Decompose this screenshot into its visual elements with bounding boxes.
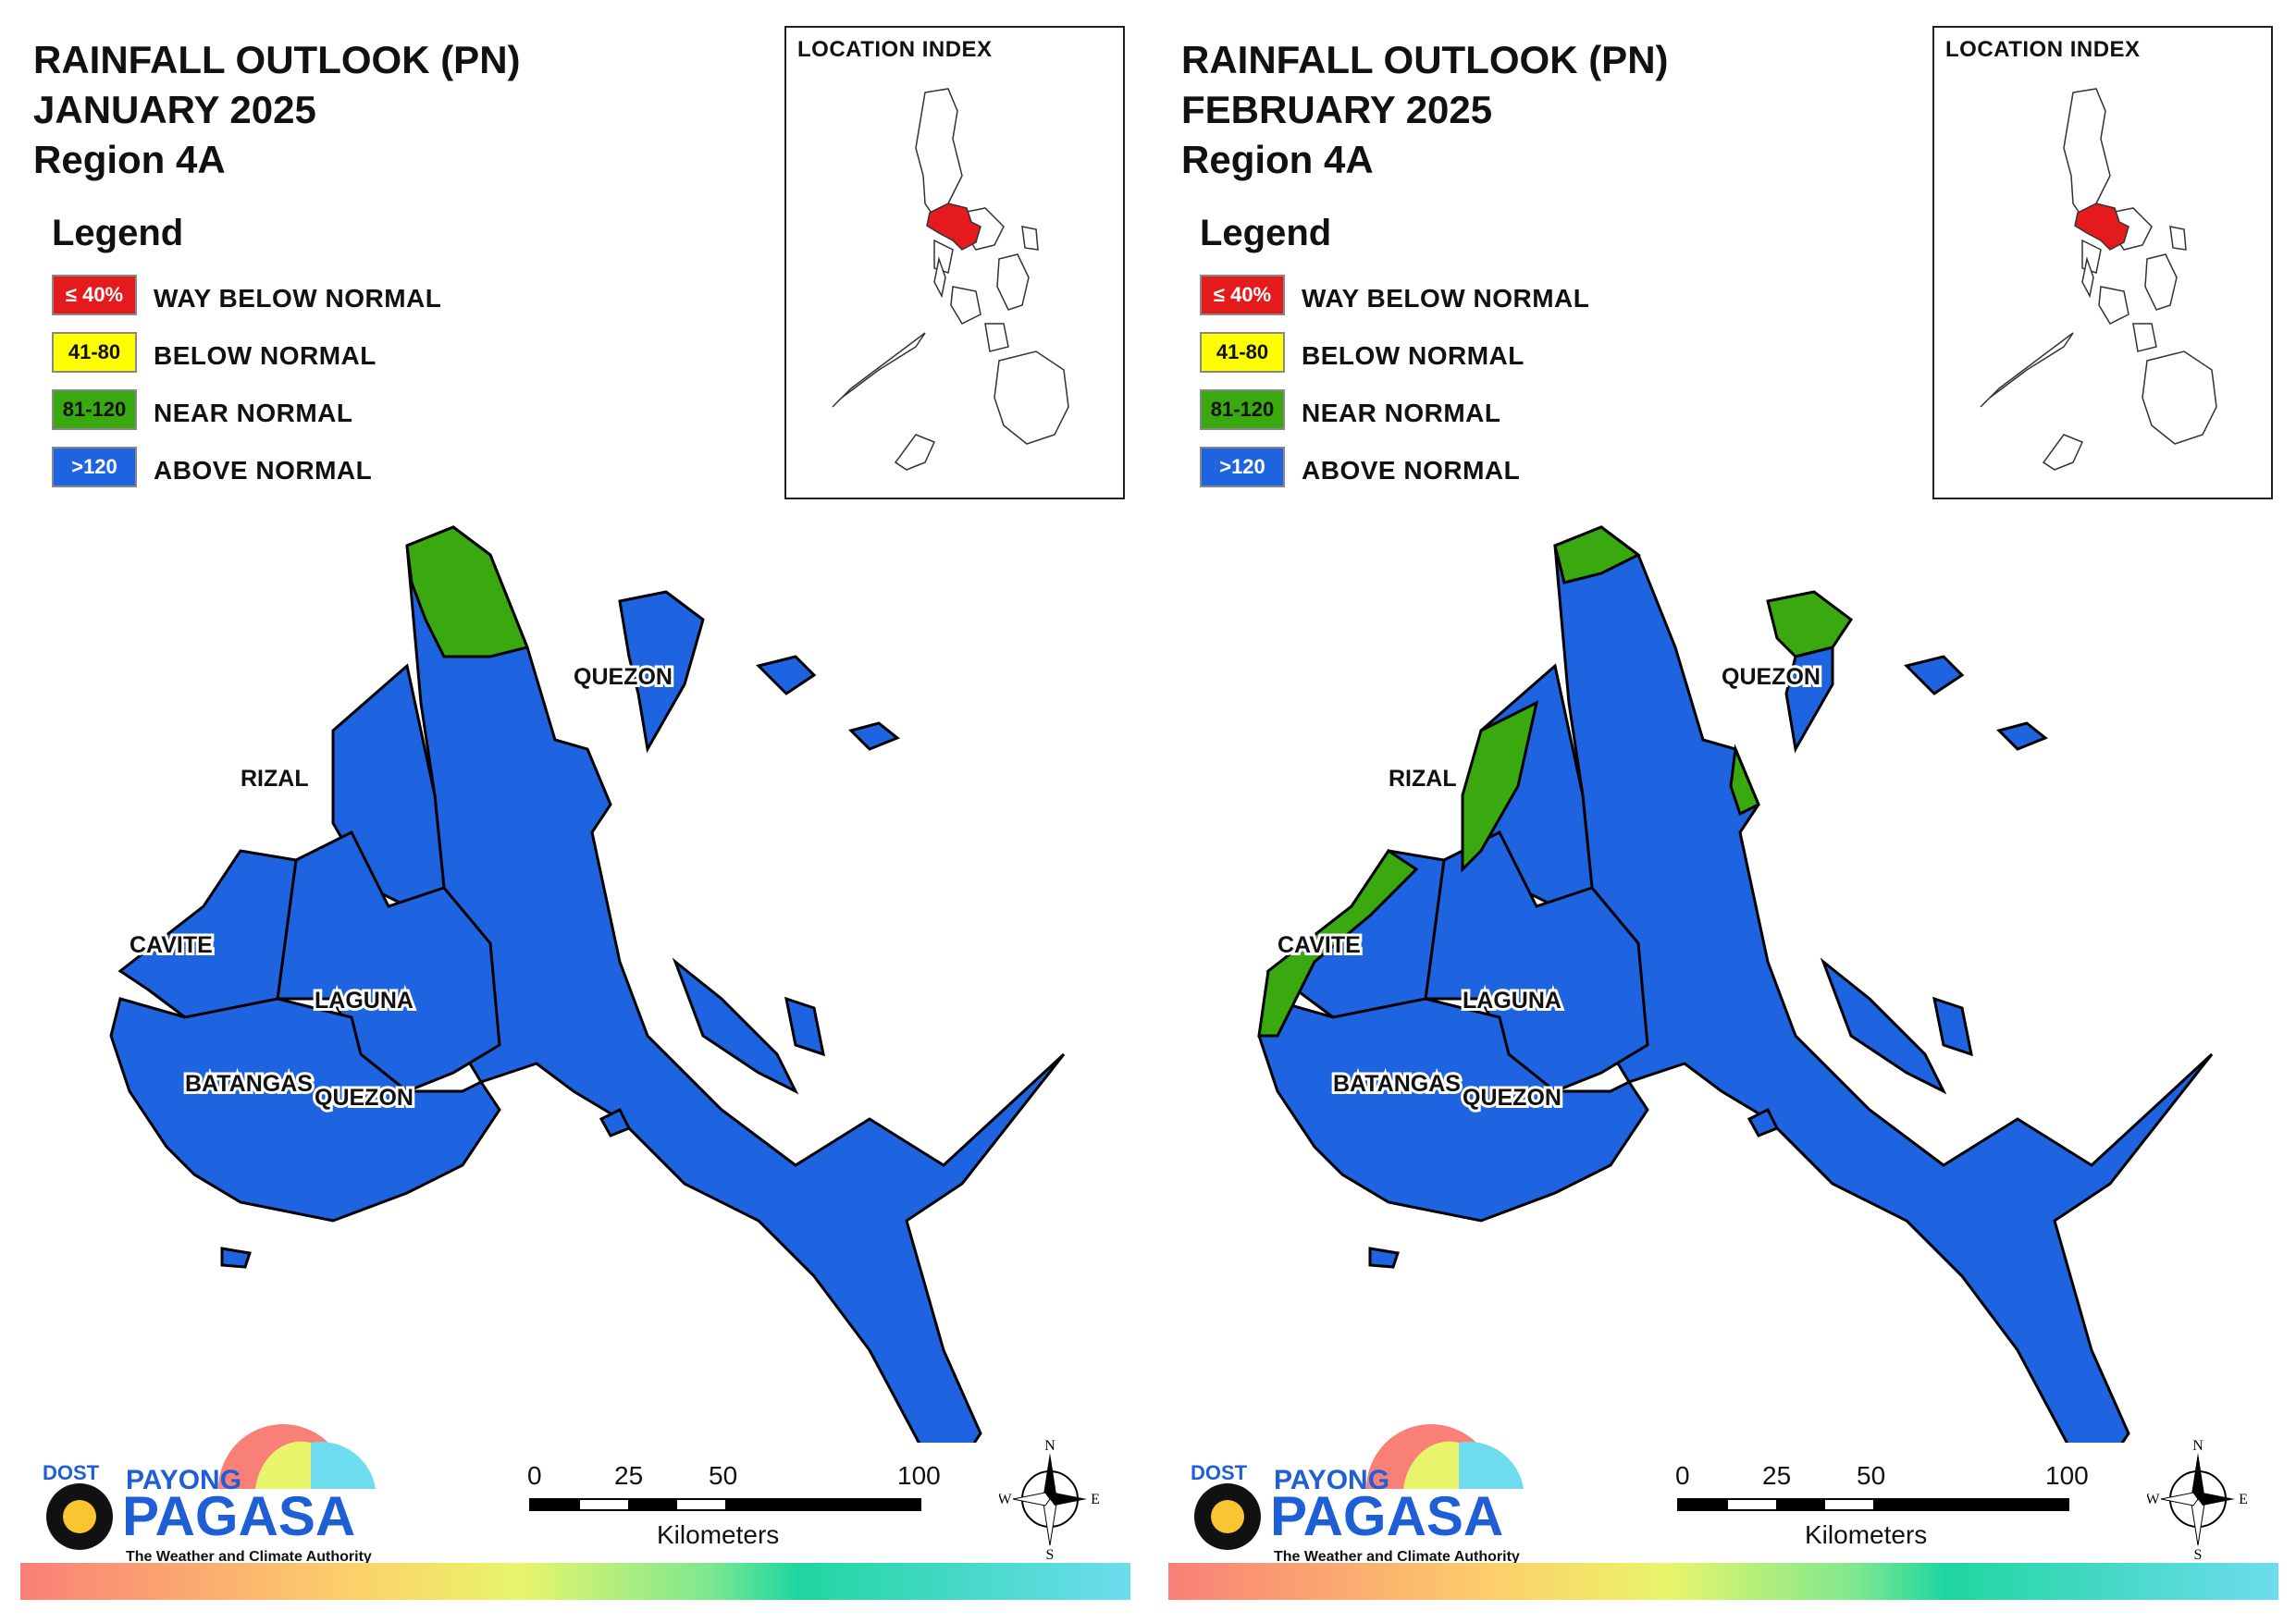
legend: Legend ≤ 40% WAY BELOW NORMAL 41-80 BELO…: [52, 213, 441, 504]
scale-tick: 50: [709, 1461, 738, 1490]
payong-pagasa-logo: DOST PAYONG PAGASA The Weather and Clima…: [1191, 1424, 1524, 1565]
map-panel-january: RAINFALL OUTLOOK (PN) JANUARY 2025 Regio…: [20, 26, 1130, 1600]
scale-bar-graphic: [529, 1498, 921, 1511]
logo-dost-text: DOST: [43, 1461, 100, 1484]
legend-item-below: 41-80 BELOW NORMAL: [1200, 332, 1524, 389]
logo-payong-text: PAYONG: [1274, 1465, 1389, 1495]
map-title: RAINFALL OUTLOOK (PN) JANUARY 2025 Regio…: [33, 35, 521, 185]
legend: Legend ≤ 40% WAY BELOW NORMAL 41-80 BELO…: [1200, 213, 1589, 504]
province-label-quezon-north: QUEZON: [1722, 664, 1821, 690]
legend-heading: Legend: [52, 213, 184, 253]
province-label-quezon: QUEZON: [1463, 1085, 1562, 1111]
payong-pagasa-logo: DOST PAYONG PAGASA The Weather and Clima…: [43, 1424, 376, 1565]
compass-w: W: [2147, 1492, 2160, 1507]
near-normal-zone: [1257, 525, 1854, 1038]
legend-swatch: >120: [1200, 447, 1285, 487]
province-label-cavite: CAVITE: [130, 932, 213, 958]
legend-item-near: 81-120 NEAR NORMAL: [1200, 389, 1500, 447]
scale-tick: 0: [1675, 1461, 1690, 1490]
region-4a-map: RIZAL CAVITE LAGUNA BATANGAS QUEZON QUEZ…: [1257, 525, 2214, 1443]
legend-item-way-below: ≤ 40% WAY BELOW NORMAL: [52, 275, 441, 332]
logo-tagline: The Weather and Climate Authority: [126, 1549, 372, 1565]
legend-item-above: >120 ABOVE NORMAL: [1200, 447, 1520, 504]
map-panel-february: RAINFALL OUTLOOK (PN) FEBRUARY 2025 Regi…: [1148, 0, 2296, 1623]
legend-swatch: ≤ 40%: [52, 275, 137, 315]
near-normal-zone: [405, 525, 530, 658]
logo-dost-text: DOST: [1191, 1461, 1248, 1484]
legend-label: ABOVE NORMAL: [154, 456, 373, 485]
scale-tick: 100: [2045, 1461, 2089, 1490]
compass-s: S: [2194, 1547, 2203, 1559]
legend-item-above: >120 ABOVE NORMAL: [52, 447, 372, 504]
philippines-outline-map: [832, 88, 1069, 471]
title-line-3: Region 4A: [1181, 138, 1374, 181]
province-label-rizal: RIZAL: [241, 766, 309, 792]
compass-n: N: [2192, 1439, 2203, 1454]
logo-payong-text: PAYONG: [126, 1465, 241, 1495]
scale-tick: 50: [1857, 1461, 1886, 1490]
inset-title: LOCATION INDEX: [797, 37, 993, 62]
province-label-cavite: CAVITE: [1278, 932, 1361, 958]
gradient-footer-bar: [20, 1563, 1130, 1600]
province-label-laguna: LAGUNA: [1463, 988, 1562, 1014]
legend-swatch: 81-120: [52, 389, 137, 430]
region-4a-highlight: [2074, 203, 2129, 251]
map-title: RAINFALL OUTLOOK (PN) FEBRUARY 2025 Regi…: [1181, 35, 1669, 185]
legend-label: BELOW NORMAL: [1302, 341, 1524, 370]
inset-title: LOCATION INDEX: [1945, 37, 2141, 62]
logo-pagasa-text: PAGASA: [122, 1485, 355, 1547]
compass-rose-icon: N S E W: [999, 1439, 1100, 1559]
compass-s: S: [1046, 1547, 1055, 1559]
region-4a-map: RIZAL CAVITE LAGUNA BATANGAS QUEZON QUEZ…: [109, 525, 1066, 1443]
title-line-2: FEBRUARY 2025: [1181, 88, 1493, 131]
legend-swatch: 41-80: [52, 332, 137, 373]
province-label-rizal: RIZAL: [1389, 766, 1457, 792]
legend-swatch: ≤ 40%: [1200, 275, 1285, 315]
scale-unit: Kilometers: [1805, 1520, 1928, 1549]
compass-n: N: [1044, 1439, 1055, 1454]
location-index-inset: LOCATION INDEX: [1932, 26, 2273, 499]
legend-label: WAY BELOW NORMAL: [154, 284, 442, 313]
scale-unit: Kilometers: [657, 1520, 780, 1549]
legend-swatch: 41-80: [1200, 332, 1285, 373]
province-label-quezon: QUEZON: [315, 1085, 414, 1111]
legend-item-below: 41-80 BELOW NORMAL: [52, 332, 376, 389]
legend-label: BELOW NORMAL: [154, 341, 376, 370]
compass-rose-icon: N S E W: [2147, 1439, 2248, 1559]
title-line-1: RAINFALL OUTLOOK (PN): [1181, 38, 1669, 81]
scale-bar-graphic: [1677, 1498, 2069, 1511]
title-line-3: Region 4A: [33, 138, 226, 181]
logo-pagasa-text: PAGASA: [1270, 1485, 1503, 1547]
scale-tick: 25: [614, 1461, 644, 1490]
legend-label: NEAR NORMAL: [1302, 399, 1501, 427]
title-line-1: RAINFALL OUTLOOK (PN): [33, 38, 521, 81]
region-4a-highlight: [926, 203, 981, 251]
scale-bar: 0 25 50 100 Kilometers: [527, 1461, 941, 1554]
legend-label: NEAR NORMAL: [154, 399, 353, 427]
province-label-batangas: BATANGAS: [1333, 1071, 1461, 1097]
legend-label: WAY BELOW NORMAL: [1302, 284, 1590, 313]
legend-label: ABOVE NORMAL: [1302, 456, 1521, 485]
scale-tick: 0: [527, 1461, 542, 1490]
compass-w: W: [999, 1492, 1012, 1507]
province-label-laguna: LAGUNA: [315, 988, 414, 1014]
philippines-outline-map: [1980, 88, 2217, 471]
compass-e: E: [2239, 1492, 2248, 1507]
legend-swatch: 81-120: [1200, 389, 1285, 430]
scale-tick: 100: [897, 1461, 941, 1490]
province-label-quezon-north: QUEZON: [574, 664, 673, 690]
compass-e: E: [1091, 1492, 1100, 1507]
title-line-2: JANUARY 2025: [33, 88, 316, 131]
legend-item-way-below: ≤ 40% WAY BELOW NORMAL: [1200, 275, 1589, 332]
gradient-footer-bar: [1168, 1563, 2278, 1600]
logo-tagline: The Weather and Climate Authority: [1274, 1549, 1520, 1565]
province-label-batangas: BATANGAS: [185, 1071, 313, 1097]
legend-heading: Legend: [1200, 213, 1332, 253]
legend-item-near: 81-120 NEAR NORMAL: [52, 389, 352, 447]
legend-swatch: >120: [52, 447, 137, 487]
scale-bar: 0 25 50 100 Kilometers: [1675, 1461, 2089, 1554]
location-index-inset: LOCATION INDEX: [784, 26, 1125, 499]
scale-tick: 25: [1762, 1461, 1792, 1490]
